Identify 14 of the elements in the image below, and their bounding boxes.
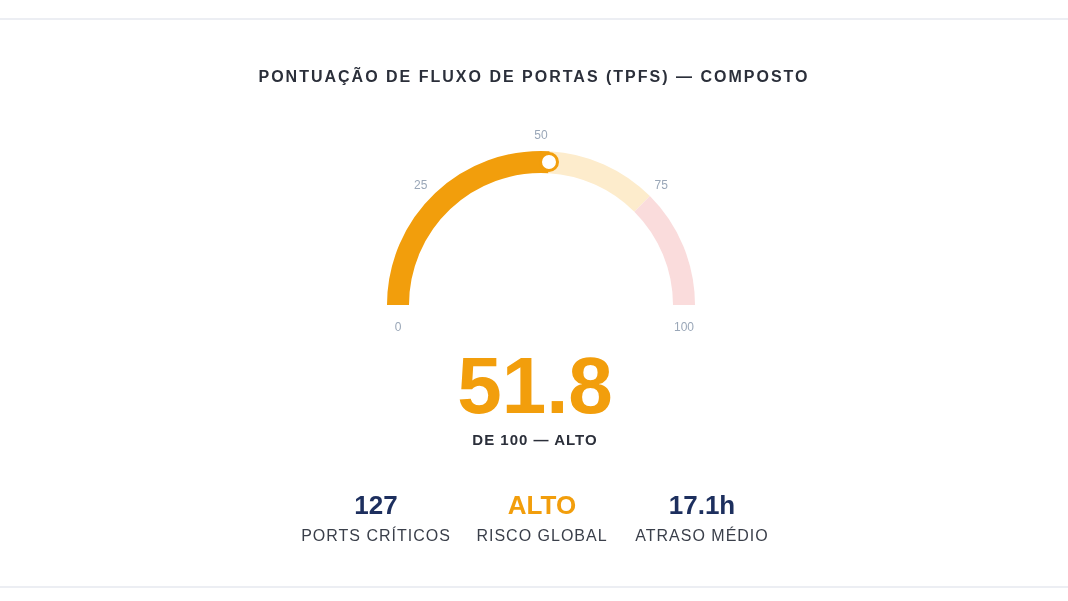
text: 25: [413, 177, 429, 192]
text: 51.8: [456, 341, 614, 430]
text: ATRASO MÉDIO: [635, 527, 769, 544]
chart-title: PONTUAÇÃO DE FLUXO DE PORTAS (TPFS) — COMPOSTO: [257, 68, 811, 86]
text: 50: [533, 128, 549, 142]
text: ALTO: [506, 490, 578, 521]
text: RISCO GLOBAL: [476, 527, 608, 544]
text: 17.1h: [667, 490, 737, 521]
text: 0: [393, 320, 403, 334]
text: PORTS CRÍTICOS: [301, 527, 451, 544]
text: 75: [653, 177, 669, 192]
text: 100: [673, 320, 695, 334]
text: DE 100 — ALTO: [471, 431, 599, 448]
text: 127: [353, 490, 399, 521]
